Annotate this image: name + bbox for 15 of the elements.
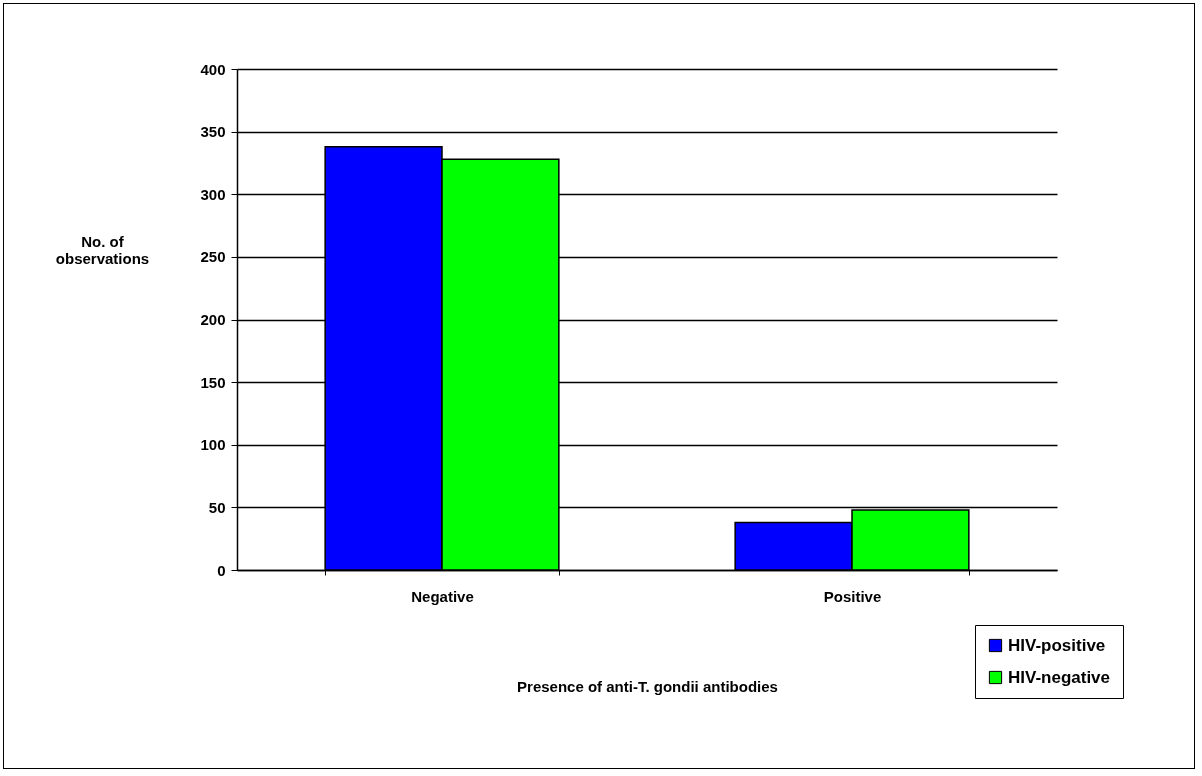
y-tick-label: 300 [200, 185, 226, 203]
y-tick-label: 400 [200, 60, 226, 78]
y-tick-label: 250 [200, 248, 226, 266]
y-tick-label: 200 [200, 311, 226, 328]
y-tick-label: 100 [200, 436, 226, 454]
legend-label: HIV-negative [1008, 667, 1111, 687]
x-tick-label: Negative [411, 587, 474, 605]
legend-label: HIV-positive [1008, 635, 1106, 655]
x-axis-title: Presence of anti-T. gondii antibodies [517, 677, 778, 695]
y-tick-label: 350 [200, 123, 226, 141]
x-tick-label: Positive [823, 587, 882, 605]
y-tick-label: 0 [217, 561, 226, 579]
y-tick-label: 50 [208, 498, 226, 516]
y-tick-label: 150 [200, 373, 226, 391]
y-axis-title: No. of observations [55, 232, 150, 267]
